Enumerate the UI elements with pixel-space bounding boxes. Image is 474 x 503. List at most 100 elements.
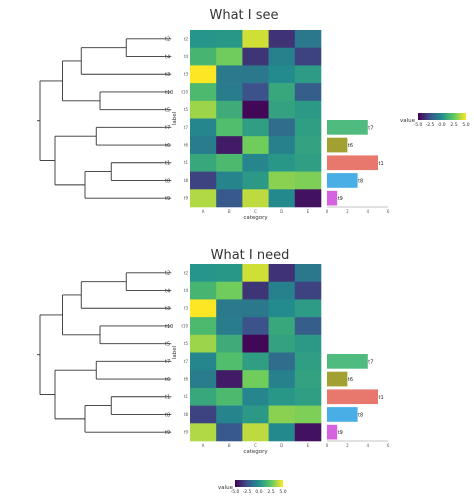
heatmap-cell	[190, 136, 217, 155]
legend-tick: -5.0	[231, 489, 240, 495]
heatmap-cell	[190, 189, 217, 208]
chart-title: What I need	[211, 248, 290, 263]
bar-chart: t7 t6 t1 t8 t9 0 2 4 6	[326, 120, 390, 214]
category-tick: A	[202, 209, 205, 214]
heatmap-row-tick: t4	[184, 54, 189, 59]
x-axis-label: category	[243, 215, 268, 221]
heatmap-cell	[190, 100, 217, 119]
heatmap-row-tick: t3	[184, 72, 189, 77]
chart-title: What I see	[209, 8, 278, 23]
heatmap-cell	[294, 153, 322, 172]
heatmap-cell	[216, 83, 243, 102]
heatmap-cell	[294, 83, 322, 102]
bar-label: t7	[368, 359, 373, 365]
tip-label: t8	[165, 178, 170, 184]
color-legend: value-5.0 -2.5 0.0 2.5 5.0	[400, 113, 470, 128]
heatmap-cell	[268, 387, 296, 406]
heatmap-row-tick: t8	[184, 412, 189, 417]
heatmap-cell	[294, 65, 322, 84]
tip-label: t6	[165, 143, 170, 149]
heatmap-cell	[216, 299, 243, 318]
bar-t7	[327, 354, 368, 369]
tip-label: t5	[165, 341, 170, 347]
heatmap-row-tick: t1	[184, 160, 189, 165]
heatmap-cell	[268, 47, 296, 66]
heatmap-cell	[268, 281, 296, 300]
heatmap-cell	[294, 423, 322, 442]
heatmap-cell	[242, 30, 269, 48]
heatmap-cell	[268, 264, 296, 282]
legend-colorbar	[235, 480, 283, 487]
heatmap-cell	[190, 423, 217, 442]
heatmap-cell	[294, 189, 322, 208]
legend-tick: 0.0	[438, 122, 445, 128]
heatmap-cell	[242, 370, 269, 389]
heatmap-cell	[216, 281, 243, 300]
heatmap-row-tick: t2	[184, 36, 189, 41]
heatmap-cell	[294, 405, 322, 424]
bar-t7	[327, 120, 368, 135]
x-axis-label: category	[243, 449, 268, 455]
heatmap-cell	[190, 47, 217, 66]
legend-tick: -2.5	[243, 489, 252, 495]
category-tick: C	[254, 443, 257, 448]
tip-label: t5	[165, 107, 170, 113]
heatmap-cell	[190, 281, 217, 300]
tip-label: t1	[165, 161, 170, 167]
heatmap-cell	[268, 405, 296, 424]
heatmap-row-tick: t7	[184, 359, 189, 364]
tip-label: t2	[165, 271, 170, 277]
tip-label: t4	[165, 288, 170, 294]
bar-label: t7	[368, 125, 373, 131]
bar-t6	[327, 371, 348, 387]
heatmap-cell	[294, 281, 322, 300]
bar-x-tick: 6	[387, 209, 390, 214]
heatmap-row-tick: t2	[184, 270, 189, 275]
heatmap-cell	[268, 30, 296, 48]
heatmap-cell	[216, 334, 243, 353]
bar-label: t1	[379, 161, 384, 167]
bar-t1	[327, 155, 378, 171]
heatmap-cell	[190, 387, 217, 406]
legend-tick: 0.0	[255, 489, 262, 495]
heatmap-cell	[242, 65, 269, 84]
bar-x-tick: 4	[367, 443, 370, 448]
heatmap-cell	[294, 299, 322, 318]
heatmap-cell	[190, 317, 217, 336]
heatmap-cell	[242, 352, 269, 371]
heatmap-cell	[268, 423, 296, 442]
heatmap-cell	[294, 136, 322, 155]
heatmap-cell	[268, 334, 296, 353]
heatmap-grid	[190, 30, 322, 208]
bar-x-tick: 2	[346, 443, 349, 448]
bar-t8	[327, 173, 358, 188]
heatmap-cell	[190, 30, 217, 48]
heatmap-cell	[294, 171, 322, 190]
heatmap-cell	[216, 47, 243, 66]
heatmap-cell	[268, 100, 296, 119]
bar-t9	[327, 190, 338, 206]
heatmap-cell	[268, 189, 296, 208]
heatmap-row-tick: t1	[184, 394, 189, 399]
heatmap-cell	[268, 118, 296, 137]
heatmap-cell	[190, 352, 217, 371]
category-tick: B	[228, 443, 231, 448]
heatmap-cell	[242, 189, 269, 208]
tip-label: t7	[165, 359, 170, 365]
heatmap-cell	[242, 47, 269, 66]
bar-chart: t7 t6 t1 t8 t9 0 2 4 6	[326, 354, 390, 448]
category-tick: D	[280, 209, 283, 214]
bar-x-tick: 4	[367, 209, 370, 214]
category-tick: B	[228, 209, 231, 214]
heatmap-cell	[216, 387, 243, 406]
heatmap-cell	[268, 352, 296, 371]
heatmap-cell	[216, 405, 243, 424]
heatmap-cell	[190, 370, 217, 389]
legend-tick: 5.0	[279, 489, 286, 495]
heatmap-cell	[242, 136, 269, 155]
category-tick: E	[307, 209, 310, 214]
heatmap-cell	[216, 100, 243, 119]
heatmap-cell	[268, 136, 296, 155]
heatmap-cell	[268, 65, 296, 84]
legend-tick: 2.5	[267, 489, 274, 495]
